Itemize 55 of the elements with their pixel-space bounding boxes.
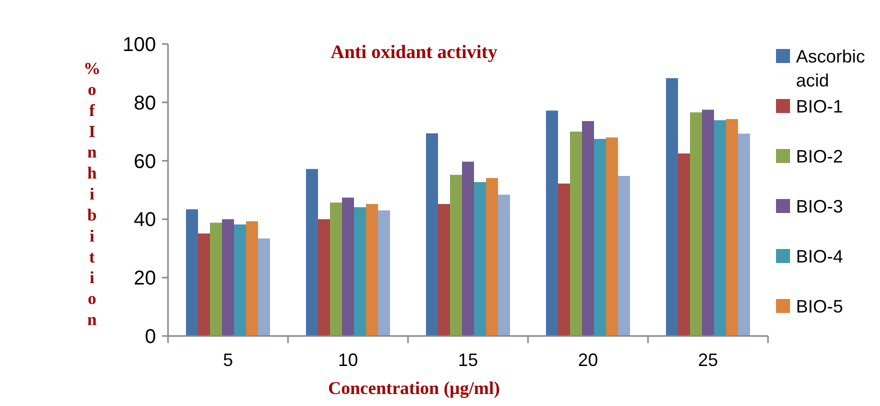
bar [342,198,354,336]
bar [222,219,234,336]
bar [186,209,198,336]
chart-title: Anti oxidant activity [330,42,498,63]
legend-label: BIO-2 [796,146,844,166]
bar [702,110,714,336]
bar [450,174,462,336]
y-tick-label: 100 [122,34,156,56]
bar [570,132,582,336]
bar [198,234,210,336]
bar [438,204,450,336]
x-tick-label: 25 [698,350,718,370]
bar [594,138,606,336]
bar [690,112,702,336]
bar [366,204,378,336]
bar [474,182,486,336]
bar [210,222,222,336]
bar [246,221,258,336]
x-tick-label: 15 [458,350,478,370]
bar [462,162,474,336]
bar [606,137,618,336]
y-tick-label: 0 [144,326,156,348]
bar [678,154,690,336]
bar [354,207,366,336]
legend-label: BIO-5 [796,296,844,316]
x-tick-label: 20 [578,350,598,370]
bar [318,219,330,336]
bar [330,202,342,336]
bar [234,224,246,336]
bar [546,110,558,336]
legend-label: Ascorbic acid [796,46,866,90]
bar [618,176,630,336]
legend-label: BIO-1 [796,96,844,116]
bar [738,134,750,336]
legend-label: BIO-3 [796,196,844,216]
bar [666,78,678,336]
y-tick-label: 60 [134,150,156,173]
bar [558,184,570,336]
bar [258,238,270,336]
legend-label: BIO-4 [796,246,844,266]
bar [306,168,318,336]
bar [426,133,438,336]
bar [498,194,510,336]
y-tick-label: 20 [134,268,156,290]
y-tick-label: 40 [134,209,156,232]
bar [714,120,726,336]
bar [378,210,390,336]
bar [726,119,738,336]
bar [486,178,498,336]
x-tick-label: 5 [222,350,234,370]
text: % of Inhibition [84,59,100,330]
y-tick-label: 80 [134,92,156,114]
x-tick-label: 10 [338,350,358,370]
bar [582,121,594,336]
x-axis-title: Concentration (µg/ml) [328,378,500,398]
